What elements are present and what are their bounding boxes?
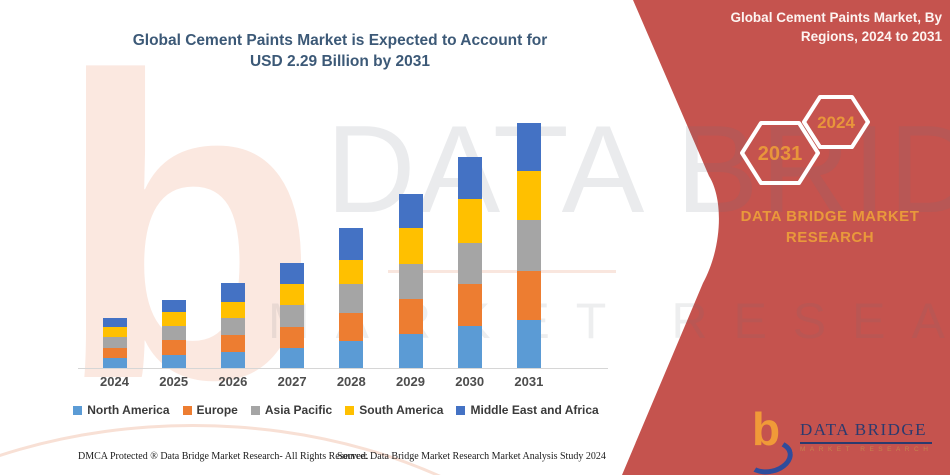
legend-label: Europe (196, 403, 238, 417)
legend-swatch (456, 405, 466, 415)
panel-title: Global Cement Paints Market, By Regions,… (730, 10, 942, 44)
data-bridge-logo: b DATA BRIDGE MARKET RESEARCH (741, 406, 933, 475)
bar-2027 (280, 263, 305, 368)
bar-2028 (339, 228, 364, 368)
bar-segment-south-america (457, 199, 482, 244)
bar-segment-north-america (516, 319, 541, 368)
x-tick-2026: 2026 (218, 374, 248, 389)
hexagon-2024-label: 2024 (817, 113, 855, 132)
legend-swatch (250, 405, 260, 415)
legend-swatch (182, 405, 192, 415)
x-tick-2024: 2024 (100, 374, 129, 389)
bar-segment-middle-east-and-africa (161, 299, 186, 313)
brand-wordmark: DATA BRIDGE MARKET RESEARCH (715, 206, 945, 248)
bar-segment-europe (457, 283, 482, 327)
legend-swatch (73, 405, 83, 415)
bar-segment-south-america (102, 327, 127, 338)
bar-segment-asia-pacific (102, 337, 127, 348)
bar-segment-north-america (339, 341, 364, 368)
x-tick-2027: 2027 (277, 374, 307, 389)
bar-2030 (457, 156, 482, 368)
bar-segment-north-america (161, 355, 186, 368)
source-footer-text: Source: Data Bridge Market Research Mark… (337, 451, 606, 462)
bar-segment-middle-east-and-africa (102, 317, 127, 328)
legend-swatch (345, 405, 355, 415)
x-tick-2028: 2028 (336, 374, 366, 389)
bar-segment-north-america (398, 333, 423, 368)
legend-item-asia-pacific: Asia Pacific (250, 403, 333, 417)
bar-segment-asia-pacific (339, 283, 364, 313)
bar-segment-middle-east-and-africa (220, 282, 245, 302)
bar-2025 (161, 299, 186, 368)
bar-segment-europe (102, 347, 127, 359)
logo-b-glyph: b (752, 403, 781, 455)
brand-line1: DATA BRIDGE MARKET (740, 208, 920, 225)
bar-2026 (220, 282, 245, 368)
bar-segment-asia-pacific (516, 219, 541, 271)
year-hexagons: 2031 2024 (740, 95, 870, 185)
bar-segment-europe (516, 270, 541, 320)
hexagon-2024 (802, 95, 870, 149)
bar-segment-europe (339, 312, 364, 342)
legend-label: Asia Pacific (264, 403, 333, 417)
bar-segment-asia-pacific (398, 264, 423, 299)
bar-segment-asia-pacific (220, 317, 245, 335)
chart-title: Global Cement Paints Market is Expected … (132, 32, 548, 70)
bar-segment-middle-east-and-africa (398, 193, 423, 229)
bar-segment-middle-east-and-africa (339, 228, 364, 261)
bar-segment-south-america (398, 228, 423, 265)
bar-2029 (398, 193, 423, 368)
legend-item-middle-east-and-africa: Middle East and Africa (456, 403, 599, 417)
bar-segment-north-america (102, 358, 127, 368)
logo-tagline: MARKET RESEARCH (800, 446, 933, 453)
x-tick-2030: 2030 (455, 374, 485, 389)
bar-segment-south-america (516, 171, 541, 220)
bar-segment-asia-pacific (457, 243, 482, 284)
hexagon-2031 (740, 121, 820, 185)
watermark-b-logo: b (56, 0, 319, 469)
legend-item-europe: Europe (182, 403, 238, 417)
x-axis-line (78, 368, 608, 369)
logo-name: DATA BRIDGE (800, 420, 933, 444)
logo-mark: b (741, 406, 797, 475)
hexagon-2031-label: 2031 (758, 143, 803, 165)
bar-segment-europe (161, 340, 186, 356)
bar-segment-south-america (220, 301, 245, 318)
bar-segment-north-america (280, 347, 305, 368)
watermark-arc-line (388, 270, 616, 273)
legend-label: North America (87, 403, 170, 417)
bar-segment-europe (280, 327, 305, 348)
bar-segment-middle-east-and-africa (516, 123, 541, 172)
legend-label: South America (359, 403, 444, 417)
bar-segment-south-america (161, 312, 186, 327)
brand-line2: RESEARCH (785, 229, 875, 246)
legend-item-south-america: South America (345, 403, 443, 417)
watermark-text-market-research: MARKET RESEARCH (268, 293, 950, 349)
bar-segment-south-america (280, 283, 305, 306)
bar-segment-europe (220, 334, 245, 352)
bar-segment-north-america (457, 326, 482, 368)
bar-2031 (516, 123, 541, 368)
bar-segment-europe (398, 298, 423, 334)
dmca-footer-text: DMCA Protected ® Data Bridge Market Rese… (78, 451, 369, 462)
x-tick-2029: 2029 (396, 374, 425, 389)
bar-segment-south-america (339, 260, 364, 284)
legend-label: Middle East and Africa (470, 403, 599, 417)
bar-segment-asia-pacific (280, 305, 305, 328)
bar-segment-asia-pacific (161, 326, 186, 341)
bar-segment-north-america (220, 352, 245, 368)
bar-segment-middle-east-and-africa (457, 156, 482, 200)
legend-item-north-america: North America (73, 403, 170, 417)
bar-2024 (102, 317, 127, 368)
x-tick-2025: 2025 (159, 374, 189, 389)
x-tick-2031: 2031 (514, 374, 544, 389)
bar-segment-middle-east-and-africa (280, 263, 305, 284)
chart-legend: North America Europe Asia Pacific South Ame… (60, 403, 612, 417)
